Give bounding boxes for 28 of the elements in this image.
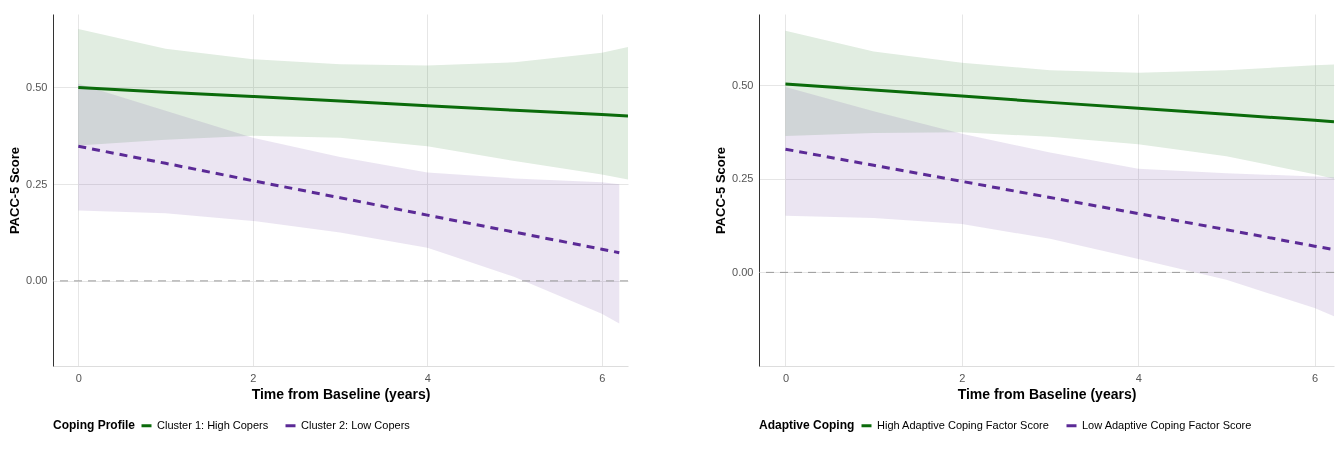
x-axis-title: Time from Baseline (years) bbox=[251, 385, 431, 402]
x-tick-label: 2 bbox=[959, 371, 966, 384]
y-axis-title: PACC-5 Score bbox=[7, 146, 23, 235]
x-tick-label: 6 bbox=[1312, 371, 1319, 384]
y-tick-label: 0.50 bbox=[26, 80, 48, 93]
line-series bbox=[783, 147, 1334, 252]
x-axis-title: Time from Baseline (years) bbox=[957, 385, 1137, 402]
y-axis-title: PACC-5 Score bbox=[713, 146, 729, 235]
line-series bbox=[76, 86, 628, 118]
legend-label: Cluster 1: High Copers bbox=[157, 418, 269, 431]
legend-label: High Adaptive Coping Factor Score bbox=[877, 418, 1049, 431]
legend-title: Adaptive Coping bbox=[759, 418, 855, 432]
line-series bbox=[76, 144, 621, 255]
x-tick-label: 4 bbox=[424, 371, 431, 384]
legend-title: Coping Profile bbox=[53, 418, 136, 432]
x-tick-label: 0 bbox=[75, 371, 82, 384]
y-tick-label: 0.50 bbox=[732, 78, 754, 91]
y-tick-label: 0.25 bbox=[26, 177, 48, 190]
line-series bbox=[783, 82, 1334, 124]
y-tick-label: 0.25 bbox=[732, 172, 754, 185]
x-tick-label: 0 bbox=[782, 371, 790, 384]
y-tick-label: 0.00 bbox=[26, 274, 48, 287]
x-tick-label: 6 bbox=[599, 371, 606, 384]
x-tick-label: 2 bbox=[250, 371, 257, 384]
legend-label: Cluster 2: Low Copers bbox=[301, 418, 411, 431]
y-tick-label: 0.00 bbox=[732, 265, 754, 278]
x-tick-label: 4 bbox=[1135, 371, 1142, 384]
legend-label: Low Adaptive Coping Factor Score bbox=[1082, 418, 1252, 431]
